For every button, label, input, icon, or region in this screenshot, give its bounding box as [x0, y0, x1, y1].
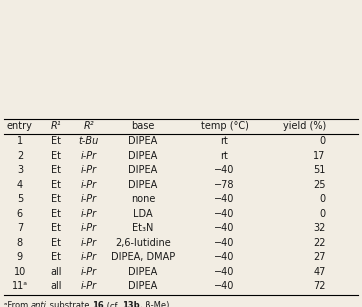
Text: all: all — [50, 267, 62, 277]
Text: 0: 0 — [320, 194, 326, 204]
Text: anti: anti — [31, 301, 47, 307]
Text: i-Pr: i-Pr — [81, 281, 97, 291]
Text: R²: R² — [83, 121, 94, 131]
Text: Et: Et — [51, 165, 61, 175]
Text: LDA: LDA — [133, 209, 153, 219]
Text: 17: 17 — [313, 151, 326, 161]
Text: 11ᵃ: 11ᵃ — [12, 281, 28, 291]
Text: Et: Et — [51, 238, 61, 248]
Text: 16: 16 — [92, 301, 104, 307]
Text: , β-Me).: , β-Me). — [139, 301, 172, 307]
Text: DIPEA: DIPEA — [129, 136, 157, 146]
Text: 0: 0 — [320, 136, 326, 146]
Text: rt: rt — [220, 136, 228, 146]
Text: DIPEA: DIPEA — [129, 281, 157, 291]
Text: rt: rt — [220, 151, 228, 161]
Text: ᵃFrom: ᵃFrom — [4, 301, 31, 307]
Text: entry: entry — [7, 121, 33, 131]
Text: −40: −40 — [214, 267, 235, 277]
Text: 72: 72 — [313, 281, 326, 291]
Text: 7: 7 — [17, 223, 23, 233]
Text: 22: 22 — [313, 238, 326, 248]
Text: DIPEA: DIPEA — [129, 267, 157, 277]
Text: −40: −40 — [214, 223, 235, 233]
Text: 51: 51 — [313, 165, 326, 175]
Text: Et: Et — [51, 252, 61, 262]
Text: 25: 25 — [313, 180, 326, 190]
Text: base: base — [131, 121, 155, 131]
Text: Et: Et — [51, 209, 61, 219]
Text: i-Pr: i-Pr — [81, 209, 97, 219]
Text: 32: 32 — [313, 223, 326, 233]
Text: 27: 27 — [313, 252, 326, 262]
Text: i-Pr: i-Pr — [81, 252, 97, 262]
Text: i-Pr: i-Pr — [81, 267, 97, 277]
Text: yield (%): yield (%) — [283, 121, 326, 131]
Text: i-Pr: i-Pr — [81, 151, 97, 161]
Text: DIPEA: DIPEA — [129, 151, 157, 161]
Text: 4: 4 — [17, 180, 23, 190]
Text: Et: Et — [51, 180, 61, 190]
Text: Et: Et — [51, 151, 61, 161]
Text: 13b: 13b — [122, 301, 139, 307]
Text: Et: Et — [51, 136, 61, 146]
Text: t-Bu: t-Bu — [79, 136, 99, 146]
Text: −40: −40 — [214, 209, 235, 219]
Text: 0: 0 — [320, 209, 326, 219]
Text: −78: −78 — [214, 180, 235, 190]
Text: 3: 3 — [17, 165, 23, 175]
Text: 8: 8 — [17, 238, 23, 248]
Text: temp (°C): temp (°C) — [201, 121, 248, 131]
Text: 47: 47 — [313, 267, 326, 277]
Text: i-Pr: i-Pr — [81, 238, 97, 248]
Text: Et: Et — [51, 223, 61, 233]
Text: none: none — [131, 194, 155, 204]
Text: 9: 9 — [17, 252, 23, 262]
Text: −40: −40 — [214, 165, 235, 175]
Text: (cf.: (cf. — [104, 301, 122, 307]
Text: R¹: R¹ — [51, 121, 62, 131]
Text: i-Pr: i-Pr — [81, 165, 97, 175]
Text: Et: Et — [51, 194, 61, 204]
Text: Et₃N: Et₃N — [132, 223, 154, 233]
Text: −40: −40 — [214, 252, 235, 262]
Text: 2,6-lutidine: 2,6-lutidine — [115, 238, 171, 248]
Text: substrate: substrate — [47, 301, 92, 307]
Text: 1: 1 — [17, 136, 23, 146]
Text: −40: −40 — [214, 238, 235, 248]
Text: 10: 10 — [14, 267, 26, 277]
Text: DIPEA: DIPEA — [129, 165, 157, 175]
Text: 2: 2 — [17, 151, 23, 161]
Text: DIPEA: DIPEA — [129, 180, 157, 190]
Text: DIPEA, DMAP: DIPEA, DMAP — [111, 252, 175, 262]
Text: −40: −40 — [214, 194, 235, 204]
Text: 5: 5 — [17, 194, 23, 204]
Text: all: all — [50, 281, 62, 291]
Text: i-Pr: i-Pr — [81, 223, 97, 233]
Text: 6: 6 — [17, 209, 23, 219]
Text: i-Pr: i-Pr — [81, 194, 97, 204]
Text: i-Pr: i-Pr — [81, 180, 97, 190]
Text: −40: −40 — [214, 281, 235, 291]
